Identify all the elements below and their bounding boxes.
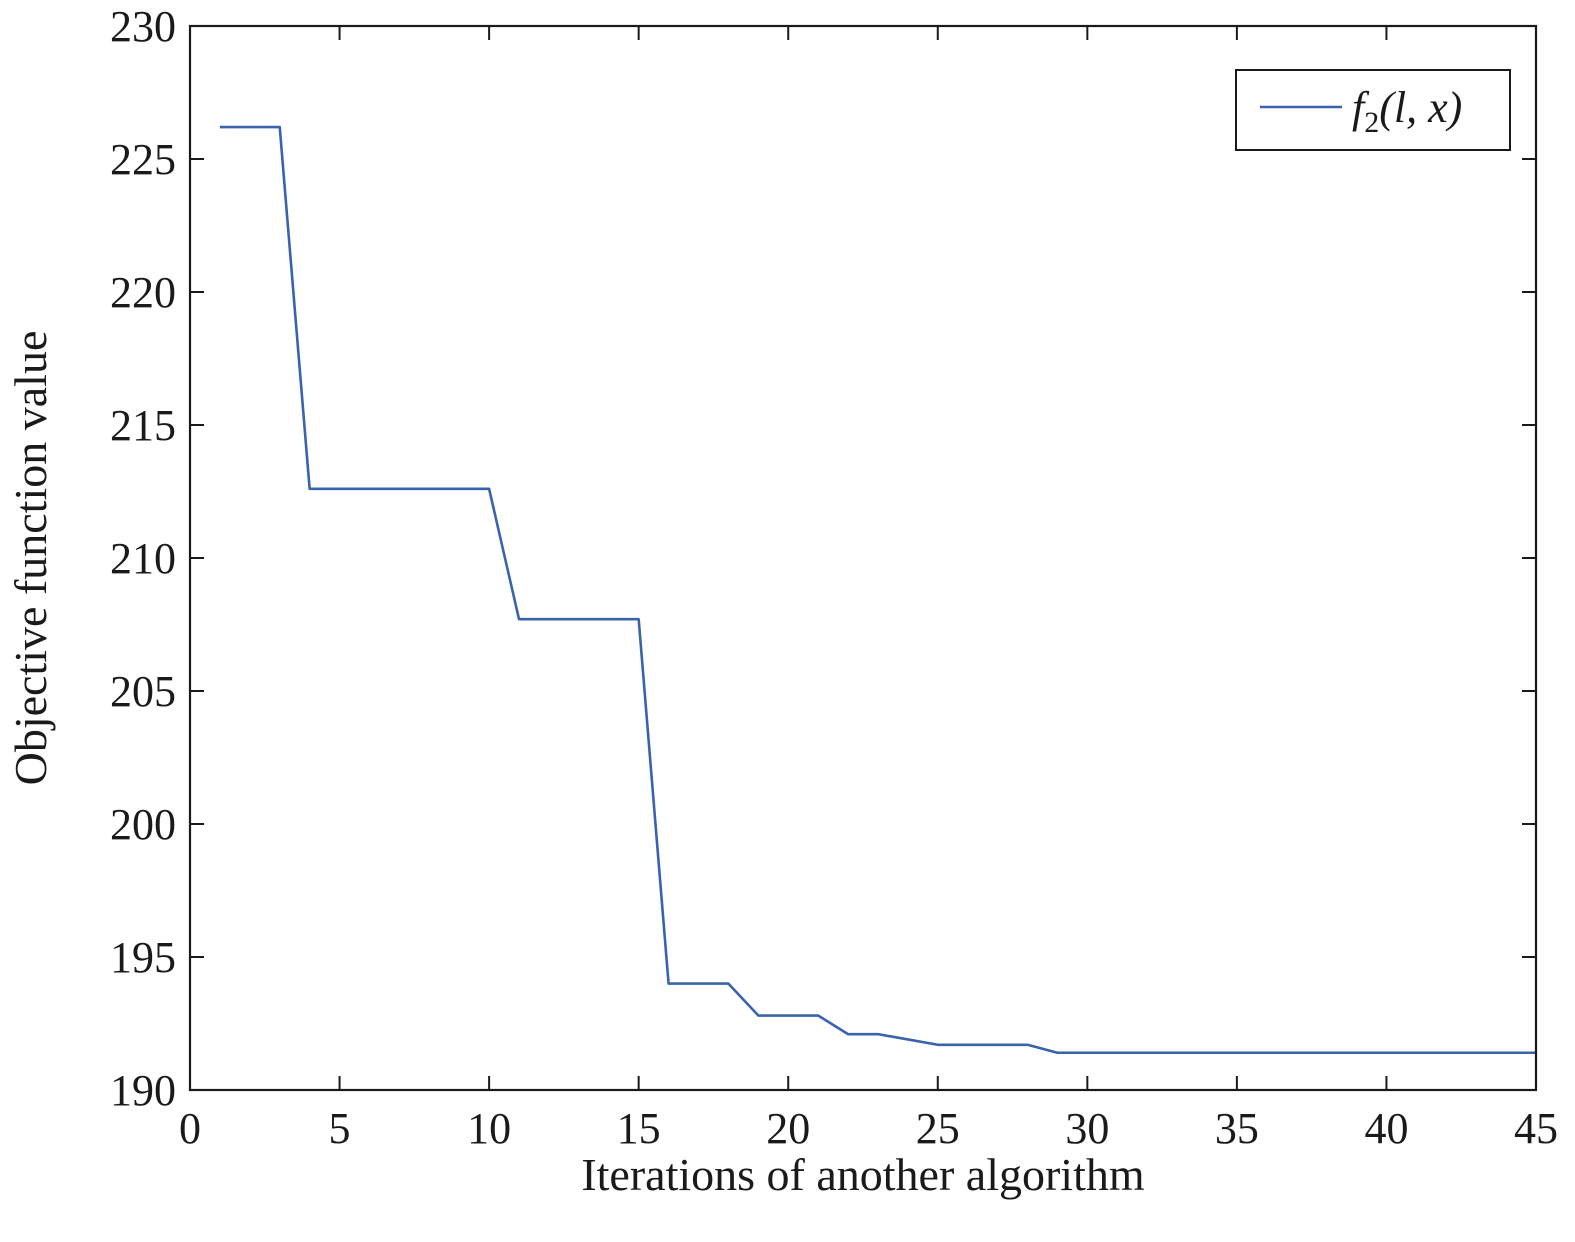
y-tick-label: 205 [110,667,176,716]
x-tick-label: 0 [179,1104,201,1153]
y-tick-label: 200 [110,800,176,849]
y-tick-label: 230 [110,2,176,51]
x-tick-labels: 0 5 10 15 20 25 30 35 40 45 [179,1104,1558,1153]
legend: f2(l, x) [1235,69,1511,151]
x-tick-label: 40 [1364,1104,1408,1153]
y-tick-label: 210 [110,534,176,583]
y-axis-title: Objective function value [5,331,56,786]
x-tick-label: 20 [766,1104,810,1153]
series-points [219,127,1537,1053]
y-tick-label: 190 [110,1066,176,1115]
x-axis-title: Iterations of another algorithm [581,1149,1145,1200]
x-tick-label: 5 [329,1104,351,1153]
y-tick-label: 225 [110,135,176,184]
plot-area [190,26,1536,1090]
legend-label-subscript: 2 [1364,106,1379,139]
legend-box [1235,69,1511,151]
x-tick-label: 45 [1514,1104,1558,1153]
x-tick-label: 25 [916,1104,960,1153]
plot-frame [188,24,1538,1092]
y-tick-labels: 190 195 200 205 210 215 220 225 230 [110,2,176,1115]
y-tick-label: 215 [110,401,176,450]
x-tick-label: 30 [1065,1104,1109,1153]
x-tick-label: 10 [467,1104,511,1153]
x-tick-label: 15 [617,1104,661,1153]
x-tick-label: 35 [1215,1104,1259,1153]
legend-label-args: (l, x) [1379,83,1462,132]
legend-label: f2(l, x) [1352,83,1462,139]
y-tick-label: 220 [110,268,176,317]
y-tick-label: 195 [110,933,176,982]
